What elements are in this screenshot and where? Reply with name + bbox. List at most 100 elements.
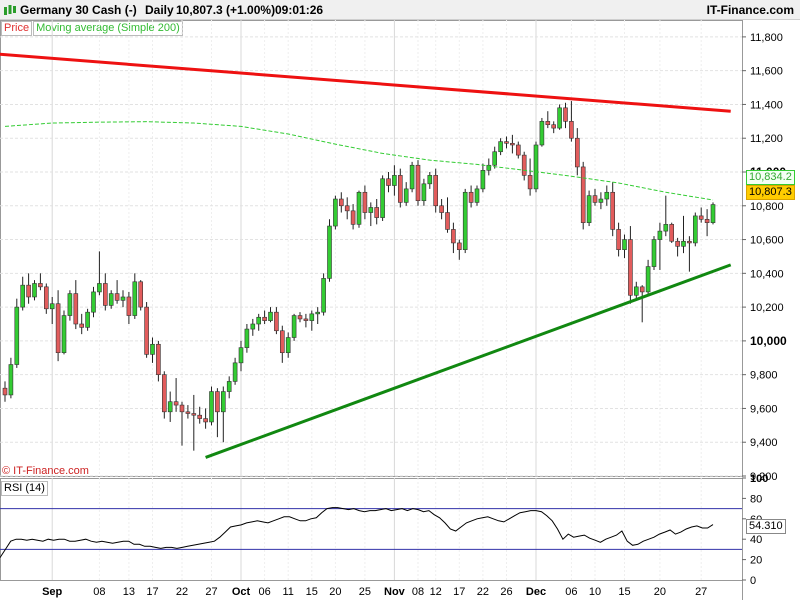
candle-body xyxy=(551,124,557,129)
candle-body xyxy=(681,240,686,247)
candle-body xyxy=(569,121,574,139)
candle-body xyxy=(474,188,480,203)
candle-body xyxy=(445,212,450,230)
candle-body xyxy=(392,175,397,186)
candle-body xyxy=(179,404,185,413)
candle-body xyxy=(297,315,303,320)
moving-average-line xyxy=(4,121,714,201)
x-tick-label: 15 xyxy=(306,586,318,598)
candle-body xyxy=(480,170,486,190)
y-tick-label: 11,800 xyxy=(750,32,783,44)
candle-body xyxy=(156,343,161,375)
candle-body xyxy=(533,144,539,190)
x-month-label: Nov xyxy=(384,586,406,598)
candle-body xyxy=(191,413,197,416)
candle-body xyxy=(197,414,202,419)
candle-body xyxy=(510,142,515,146)
candle-body xyxy=(285,337,291,354)
x-tick-label: 10 xyxy=(589,586,601,598)
legend-moving-average[interactable]: Moving average (Simple 200) xyxy=(33,21,183,36)
candle-body xyxy=(356,191,362,225)
x-tick-label: 27 xyxy=(205,586,217,598)
candle-body xyxy=(574,137,580,168)
x-tick-label: 12 xyxy=(430,586,442,598)
candle-body xyxy=(604,191,610,200)
candle-body xyxy=(38,283,43,288)
candle-body xyxy=(20,284,26,308)
x-tick-label: 15 xyxy=(618,586,630,598)
candle-body xyxy=(580,166,586,223)
candle-body xyxy=(327,225,332,279)
candle-body xyxy=(226,381,232,392)
candle-body xyxy=(592,195,598,203)
candle-body xyxy=(309,313,315,321)
candle-body xyxy=(108,293,114,306)
x-tick-label: 22 xyxy=(477,586,489,598)
candle-body xyxy=(439,205,444,213)
candle-body xyxy=(114,293,120,301)
brand-name: IT-Finance.com xyxy=(706,3,794,17)
candle-body xyxy=(380,178,385,218)
rsi-panel-frame xyxy=(0,478,743,581)
candle-body xyxy=(321,278,326,313)
candle-body xyxy=(498,141,503,153)
candlestick-chart-icon xyxy=(4,5,16,15)
candle-body xyxy=(103,283,108,306)
candle-body xyxy=(386,178,391,186)
y-tick-label: 10,600 xyxy=(750,235,784,247)
candle-body xyxy=(279,330,285,354)
rsi-tick-label: 0 xyxy=(750,575,756,587)
candle-body xyxy=(126,296,132,316)
candle-body xyxy=(468,191,474,203)
candle-body xyxy=(515,144,521,156)
x-tick-label: 08 xyxy=(412,586,424,598)
watermark: © IT-Finance.com xyxy=(2,465,89,477)
candle-body xyxy=(55,303,61,354)
rsi-label[interactable]: RSI (14) xyxy=(1,481,48,496)
candle-body xyxy=(73,293,79,325)
candle-body xyxy=(486,164,492,171)
y-tick-label: 10,200 xyxy=(750,302,784,314)
y-tick-label: 9,600 xyxy=(750,403,778,415)
rsi-tick-label: 20 xyxy=(750,555,762,567)
y-tick-label: 11,400 xyxy=(750,99,783,111)
x-tick-label: 22 xyxy=(176,586,188,598)
candle-body xyxy=(710,204,716,223)
legend-price[interactable]: Price xyxy=(1,21,33,36)
x-tick-label: 17 xyxy=(453,586,465,598)
candle-body xyxy=(521,154,527,176)
candle-body xyxy=(350,210,356,225)
candle-body xyxy=(215,391,220,413)
candle-body xyxy=(687,240,692,244)
rsi-tick-label: 80 xyxy=(750,493,762,505)
ma-value-tag: 10,834.2 xyxy=(746,170,795,185)
rsi-tick-label: 100 xyxy=(750,473,768,485)
candle-body xyxy=(2,387,8,396)
candle-body xyxy=(628,239,633,296)
instrument-name: Germany 30 Cash (-) xyxy=(20,3,137,17)
rsi-line xyxy=(0,507,714,558)
x-tick-label: 11 xyxy=(282,586,293,598)
last-price-change: 10,807.3 (+1.00%) xyxy=(176,3,276,17)
candle-body xyxy=(274,311,279,332)
x-month-label: Dec xyxy=(526,586,546,598)
candle-body xyxy=(14,306,20,365)
support-trendline xyxy=(205,263,732,459)
y-tick-label: 9,800 xyxy=(750,370,778,382)
candle-body xyxy=(120,296,126,301)
y-tick-label: 9,200 xyxy=(750,471,778,483)
candle-body xyxy=(256,316,262,325)
candle-body xyxy=(232,362,238,382)
y-tick-label: 11,200 xyxy=(750,133,783,145)
candle-body xyxy=(362,191,368,213)
candle-body xyxy=(492,151,498,166)
x-tick-label: 06 xyxy=(258,586,270,598)
candle-body xyxy=(527,175,533,190)
x-tick-label: 08 xyxy=(93,586,105,598)
candle-body xyxy=(49,303,55,310)
timestamp: 09:01:26 xyxy=(275,3,324,17)
candle-body xyxy=(598,198,604,203)
candle-body xyxy=(32,283,37,298)
candle-body xyxy=(138,281,143,308)
